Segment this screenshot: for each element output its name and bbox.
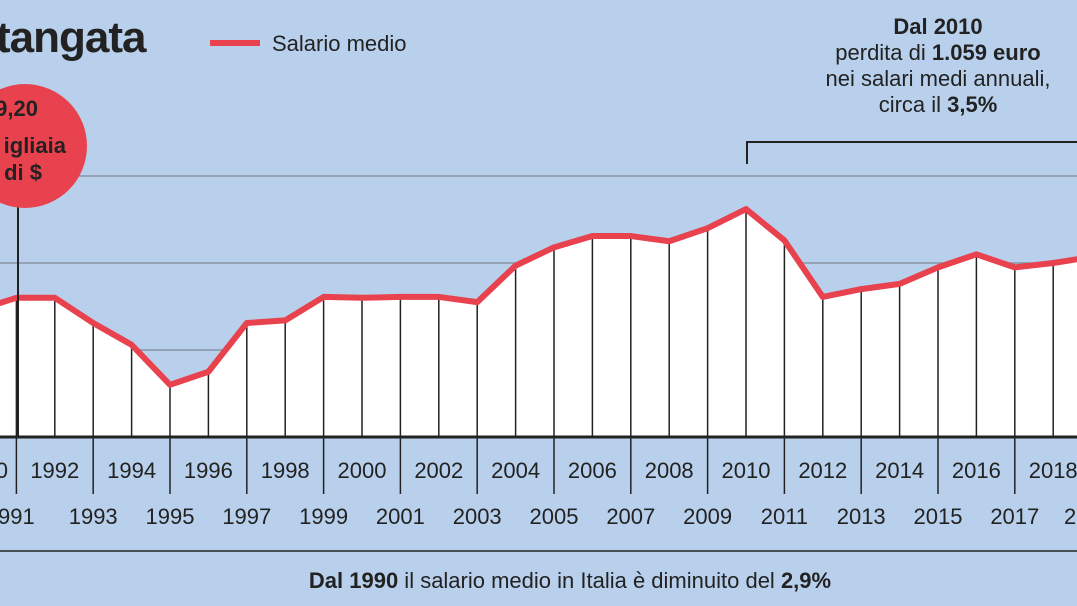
x-tick-label: 1995 <box>146 504 195 529</box>
note-run: 3,5% <box>947 92 997 117</box>
note-run: perdita di <box>835 40 932 65</box>
x-tick-label: 2015 <box>914 504 963 529</box>
x-tick-label: 1997 <box>222 504 271 529</box>
x-tick-label: 2011 <box>761 504 808 529</box>
x-tick-label: 2002 <box>414 458 463 483</box>
footer: Dal 1990 il salario medio in Italia è di… <box>309 568 831 593</box>
footer-run: 2,9% <box>781 568 831 593</box>
x-tick-label: 2006 <box>568 458 617 483</box>
x-tick-label: 2014 <box>875 458 924 483</box>
footer-run: Dal 1990 <box>309 568 398 593</box>
x-tick-label: 2018 <box>1029 458 1077 483</box>
x-tick-label: 2010 <box>722 458 771 483</box>
x-tick-label: 2013 <box>837 504 886 529</box>
note-line: perdita di 1.059 euro <box>835 40 1040 65</box>
x-tick-label: 2003 <box>453 504 502 529</box>
area <box>0 209 1077 437</box>
x-tick-label: 2000 <box>338 458 387 483</box>
x-tick-label: 2016 <box>952 458 1001 483</box>
note-bracket <box>746 141 1077 164</box>
footer-run: il salario medio in Italia è diminuito d… <box>398 568 781 593</box>
x-tick-label: 1993 <box>69 504 118 529</box>
x-tick-label: 1994 <box>107 458 156 483</box>
x-tick-label: 2 <box>1064 504 1076 529</box>
series-line <box>0 206 1077 388</box>
note-run: 1.059 euro <box>932 40 1041 65</box>
note-line: Dal 2010 <box>893 14 982 39</box>
note-run: nei salari medi annuali, <box>825 66 1050 91</box>
bubble <box>0 84 87 208</box>
x-tick-label: 991 <box>0 504 35 529</box>
note-line: nei salari medi annuali, <box>825 66 1050 91</box>
x-tick-label: 2009 <box>683 504 732 529</box>
x-tick-label: 1999 <box>299 504 348 529</box>
bubble-label: 9,20 <box>0 96 38 121</box>
legend-label: Salario medio <box>272 31 407 56</box>
bubble-label: di $ <box>4 160 42 185</box>
x-tick-label: 1996 <box>184 458 233 483</box>
x-tick-label: 2008 <box>645 458 694 483</box>
note-run: circa il <box>879 92 947 117</box>
x-tick-label: 2017 <box>990 504 1039 529</box>
x-tick-label: 2012 <box>798 458 847 483</box>
x-tick-label: 0 <box>0 458 8 483</box>
x-tick-label: 2005 <box>530 504 579 529</box>
x-tick-label: 1998 <box>261 458 310 483</box>
x-tick-label: 2007 <box>606 504 655 529</box>
chart-title: tangata <box>0 13 147 62</box>
note-run: Dal 2010 <box>893 14 982 39</box>
x-tick-label: 2004 <box>491 458 540 483</box>
note-line: circa il 3,5% <box>879 92 998 117</box>
bubble-label: igliaia <box>4 133 67 158</box>
x-tick-label: 1992 <box>30 458 79 483</box>
x-tick-label: 2001 <box>376 504 425 529</box>
